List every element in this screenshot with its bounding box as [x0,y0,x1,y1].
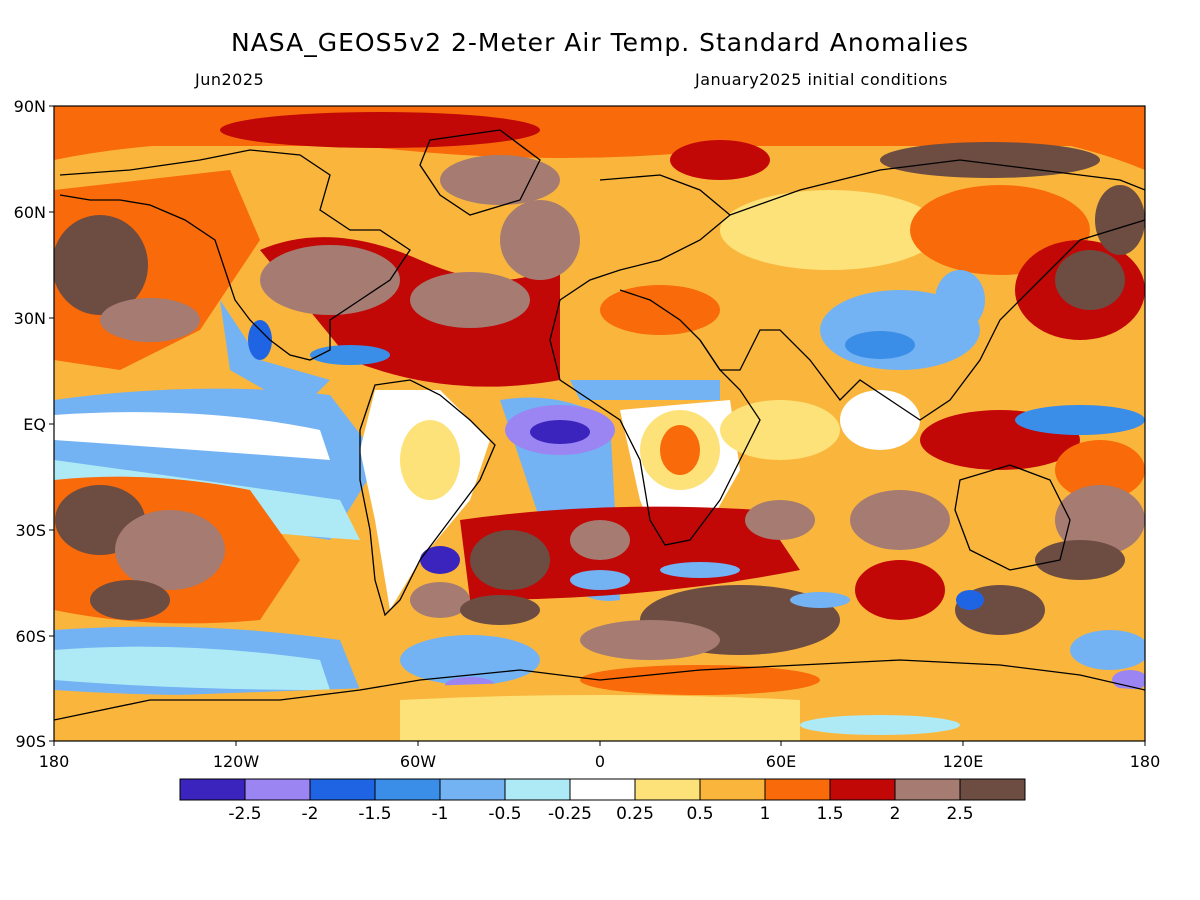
lon-tick-label: 120E [943,752,984,771]
colorbar-swatch [244,778,311,801]
anomaly-field [54,106,1145,741]
colorbar-label: 0.25 [616,804,654,824]
colorbar-label: 1 [760,804,771,824]
lon-tick-label: 180 [39,752,70,771]
longitude-axis: 180 120W 60W 0 60E 120E 180 [39,741,1161,771]
lat-tick-label: 60N [14,203,46,222]
colorbar-swatch [569,778,636,801]
colorbar-swatch [959,778,1026,801]
lat-tick-label: 90S [15,732,46,751]
colorbar-label: 2 [890,804,901,824]
colorbar-label: -1 [432,804,449,824]
latitude-axis: 90N 60N 30N EQ 30S 60S 90S [14,97,54,751]
valid-month-label: Jun2025 [195,70,265,89]
colorbar-swatch [764,778,831,801]
colorbar-label: 1.5 [816,804,843,824]
colorbar-swatch [179,778,246,801]
colorbar-labels: -2.5 -2 -1.5 -1 -0.5 -0.25 0.25 0.5 1 1.… [228,804,973,824]
colorbar [179,778,1026,801]
coastlines [54,129,1145,721]
lon-tick-label: 180 [1130,752,1161,771]
colorbar-label: -0.25 [548,804,592,824]
colorbar-swatch [309,778,376,801]
colorbar-swatch [504,778,571,801]
colorbar-label: -2.5 [228,804,261,824]
lat-tick-label: EQ [23,415,46,434]
lon-tick-label: 120W [213,752,260,771]
lon-tick-label: 0 [595,752,605,771]
colorbar-swatch [699,778,766,801]
map-title: NASA_GEOS5v2 2-Meter Air Temp. Standard … [231,28,969,57]
lat-tick-label: 60S [15,627,46,646]
colorbar-label: 2.5 [946,804,973,824]
colorbar-label: -2 [302,804,319,824]
colorbar-label: -0.5 [488,804,521,824]
colorbar-label: -1.5 [358,804,391,824]
colorbar-swatch [634,778,701,801]
colorbar-swatch [439,778,506,801]
lon-tick-label: 60E [766,752,796,771]
lat-tick-label: 30N [14,309,46,328]
lat-tick-label: 90N [14,97,46,116]
init-conditions-label: January2025 initial conditions [695,70,948,89]
lat-tick-label: 30S [15,521,46,540]
colorbar-swatch [894,778,961,801]
colorbar-swatch [374,778,441,801]
lon-tick-label: 60W [400,752,436,771]
colorbar-label: 0.5 [686,804,713,824]
colorbar-swatch [829,778,896,801]
